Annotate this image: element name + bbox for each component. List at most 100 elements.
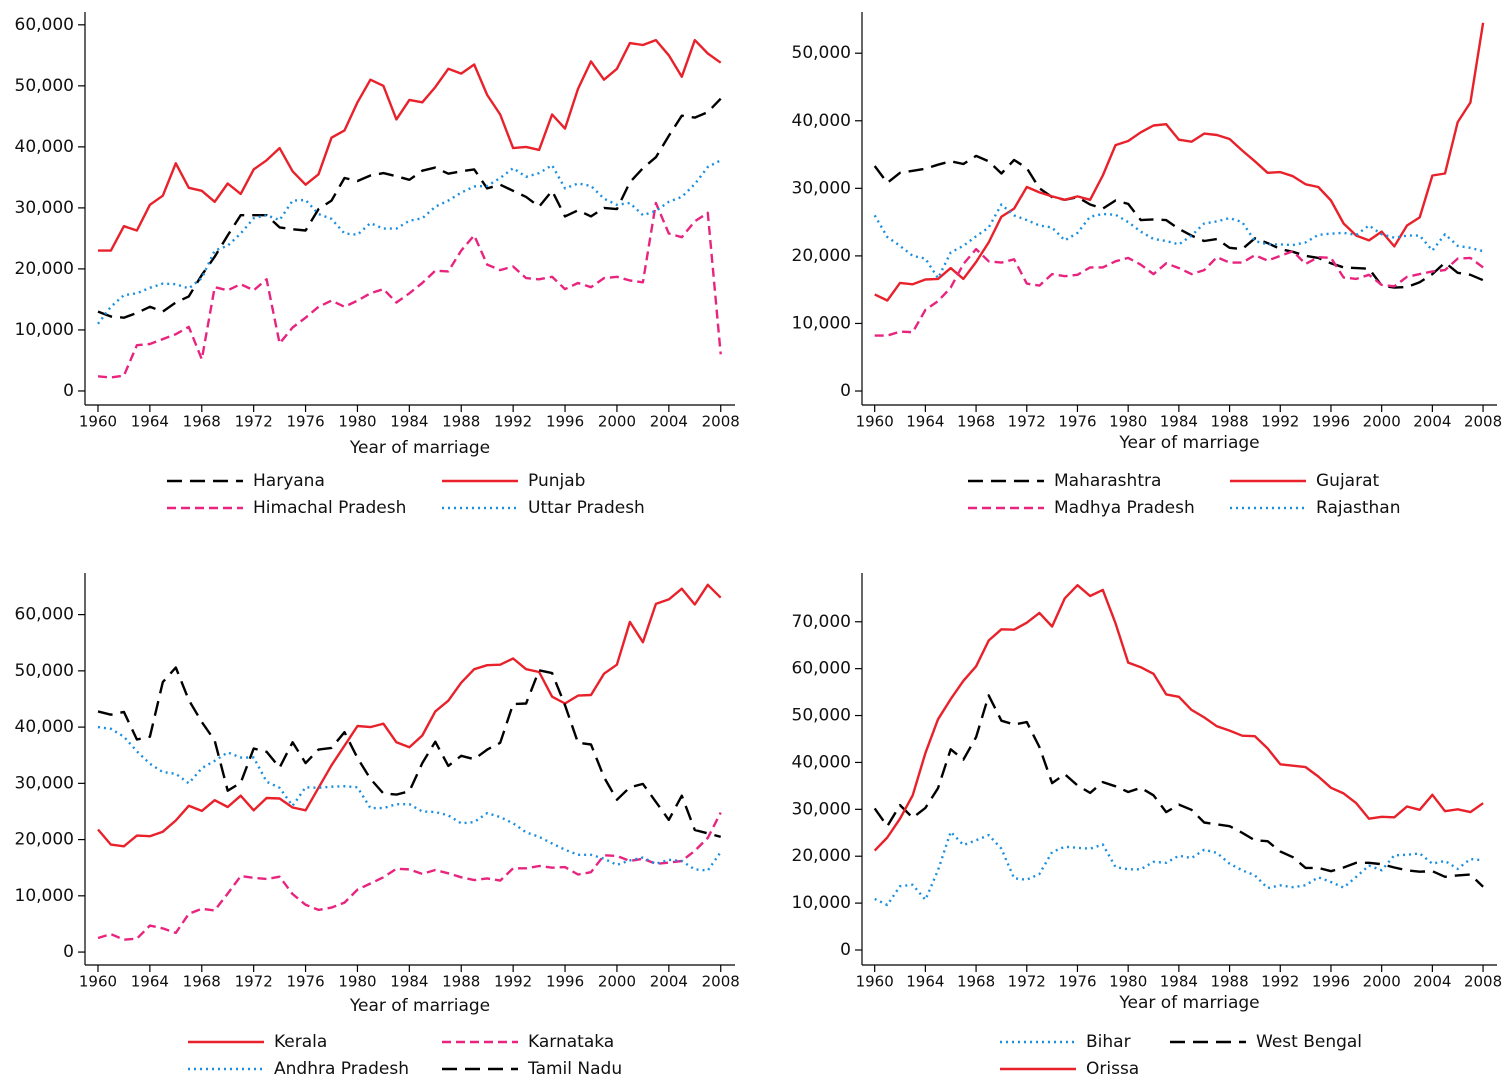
y-tick-label: 40,000: [792, 752, 851, 772]
legend-label: Haryana: [253, 471, 325, 491]
x-tick-label: 1992: [494, 973, 532, 991]
x-tick-label: 1980: [1109, 413, 1147, 431]
legend-label: Bihar: [1086, 1032, 1131, 1052]
legend-label: Punjab: [528, 471, 585, 491]
x-tick-label: 2008: [1464, 973, 1502, 991]
x-tick-label: 1996: [1312, 413, 1350, 431]
series-line: [98, 38, 722, 252]
x-tick-label: 1964: [131, 973, 169, 991]
series-line: [97, 201, 722, 379]
legend-label: Orissa: [1086, 1059, 1139, 1079]
x-tick-label: 1988: [1210, 973, 1248, 991]
x-tick-label: 1972: [235, 973, 273, 991]
x-tick-label: 1968: [183, 413, 221, 431]
y-tick-label: 10,000: [792, 313, 851, 333]
y-tick-label: 10,000: [15, 320, 74, 340]
x-tick-label: 1972: [1008, 413, 1046, 431]
x-tick-label: 1976: [1058, 973, 1096, 991]
y-tick-label: 0: [840, 381, 851, 401]
x-tick-label: 1988: [1210, 413, 1248, 431]
x-tick-label: 2008: [1464, 413, 1502, 431]
x-tick-label: 1972: [235, 413, 273, 431]
legend-label: West Bengal: [1256, 1032, 1362, 1052]
y-tick-label: 10,000: [15, 886, 74, 906]
series-line: [97, 666, 722, 838]
y-tick-label: 30,000: [792, 178, 851, 198]
x-tick-label: 1984: [1160, 973, 1198, 991]
x-tick-label: 1960: [856, 973, 894, 991]
y-tick-label: 50,000: [15, 76, 74, 96]
series-line: [873, 203, 1484, 280]
legend-label: Kerala: [274, 1032, 327, 1052]
x-tick-label: 1960: [79, 973, 117, 991]
x-tick-label: 1992: [1261, 973, 1299, 991]
y-tick-label: 50,000: [15, 661, 74, 681]
y-tick-label: 10,000: [792, 893, 851, 913]
x-tick-label: 1976: [286, 973, 324, 991]
y-tick-label: 40,000: [15, 717, 74, 737]
y-tick-label: 60,000: [15, 605, 74, 625]
legend-label: Karnataka: [528, 1032, 614, 1052]
y-tick-label: 50,000: [792, 706, 851, 726]
y-tick-label: 20,000: [15, 830, 74, 850]
x-tick-label: 1976: [286, 413, 324, 431]
x-tick-label: 2000: [1363, 413, 1401, 431]
y-tick-label: 60,000: [15, 15, 74, 35]
y-tick-label: 0: [63, 942, 74, 962]
x-tick-label: 1984: [390, 413, 428, 431]
series-line: [97, 97, 722, 319]
x-tick-label: 2004: [1413, 413, 1451, 431]
legend-label: Himachal Pradesh: [253, 498, 406, 518]
y-tick-label: 20,000: [792, 846, 851, 866]
y-tick-label: 20,000: [792, 246, 851, 266]
x-tick-label: 2000: [1363, 973, 1401, 991]
y-tick-label: 60,000: [792, 659, 851, 679]
x-tick-label: 2004: [650, 973, 688, 991]
y-tick-label: 30,000: [15, 773, 74, 793]
legend-label: Rajasthan: [1316, 498, 1401, 518]
legend-label: Uttar Pradesh: [528, 498, 645, 518]
series-line: [97, 812, 722, 941]
x-tick-label: 1964: [906, 413, 944, 431]
x-axis-title: Year of marriage: [349, 996, 490, 1016]
y-tick-label: 50,000: [792, 43, 851, 63]
x-tick-label: 2004: [1413, 973, 1451, 991]
x-tick-label: 2000: [598, 413, 636, 431]
x-tick-label: 1988: [442, 413, 480, 431]
x-tick-label: 1980: [338, 973, 376, 991]
series-line: [873, 154, 1484, 289]
x-tick-label: 1960: [856, 413, 894, 431]
legend-label: Andhra Pradesh: [274, 1059, 409, 1079]
x-tick-label: 1996: [546, 413, 584, 431]
y-tick-label: 20,000: [15, 259, 74, 279]
x-axis-title: Year of marriage: [349, 438, 490, 458]
x-tick-label: 1964: [906, 973, 944, 991]
x-tick-label: 1996: [1312, 973, 1350, 991]
x-tick-label: 1980: [1109, 973, 1147, 991]
series-line: [874, 22, 1485, 302]
legend-label: Maharashtra: [1054, 471, 1161, 491]
y-tick-label: 0: [63, 381, 74, 401]
x-axis-title: Year of marriage: [1118, 433, 1259, 453]
x-tick-label: 1984: [390, 973, 428, 991]
x-tick-label: 1980: [338, 413, 376, 431]
x-tick-label: 1968: [957, 973, 995, 991]
x-tick-label: 2000: [598, 973, 636, 991]
x-tick-label: 1996: [546, 973, 584, 991]
x-tick-label: 1972: [1008, 973, 1046, 991]
legend-label: Gujarat: [1316, 471, 1379, 491]
x-tick-label: 1992: [1261, 413, 1299, 431]
x-tick-label: 1976: [1058, 413, 1096, 431]
x-tick-label: 2008: [702, 973, 740, 991]
x-tick-label: 1960: [79, 413, 117, 431]
x-tick-label: 2008: [702, 413, 740, 431]
x-tick-label: 1992: [494, 413, 532, 431]
series-line: [874, 247, 1484, 337]
x-tick-label: 1968: [957, 413, 995, 431]
series-line: [873, 584, 1484, 852]
series-line: [874, 830, 1484, 907]
y-tick-label: 40,000: [15, 137, 74, 157]
y-tick-label: 0: [840, 940, 851, 960]
y-tick-label: 30,000: [15, 198, 74, 218]
